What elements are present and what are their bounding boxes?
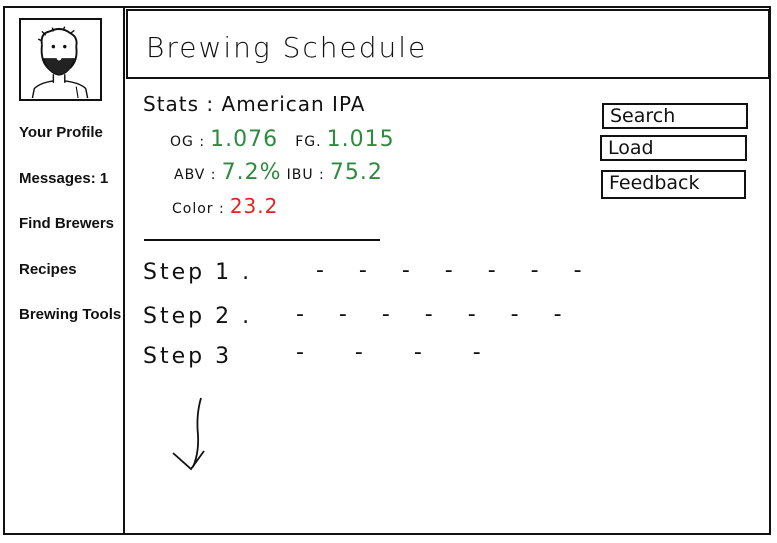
avatar[interactable] xyxy=(19,18,102,101)
stats-label: Stats : xyxy=(143,92,215,116)
nav-messages[interactable]: Messages: 1 xyxy=(19,170,109,187)
abv-ibu-row: ABV : 7.2% IBU : 75.2 xyxy=(174,160,383,185)
color-row: Color : 23.2 xyxy=(172,194,278,218)
abv-label: ABV : xyxy=(174,167,217,183)
step-2-placeholder: - - - - - - - xyxy=(296,302,576,327)
og-label: OG : xyxy=(170,134,206,150)
beer-style: American IPA xyxy=(221,92,366,116)
section-divider xyxy=(144,239,380,241)
color-label: Color : xyxy=(172,201,225,217)
color-value: 23.2 xyxy=(229,194,279,218)
nav-your-profile[interactable]: Your Profile xyxy=(19,124,103,141)
og-value: 1.076 xyxy=(210,127,279,152)
step-3-label: Step 3 xyxy=(143,344,233,369)
bearded-face-icon xyxy=(31,26,89,99)
search-button[interactable]: Search xyxy=(602,103,748,129)
nav-brewing-tools[interactable]: Brewing Tools xyxy=(19,306,122,323)
step-3-placeholder: - - - - xyxy=(296,340,503,365)
page-header: Brewing Schedule xyxy=(126,9,770,79)
nav-recipes[interactable]: Recipes xyxy=(19,261,77,278)
page-title: Brewing Schedule xyxy=(146,31,428,64)
feedback-button[interactable]: Feedback xyxy=(601,170,746,199)
down-arrow-icon xyxy=(172,397,205,471)
abv-value: 7.2% xyxy=(221,160,282,185)
nav-find-brewers[interactable]: Find Brewers xyxy=(19,215,115,232)
fg-label: FG. xyxy=(295,134,322,150)
fg-value: 1.015 xyxy=(326,127,395,152)
step-1-placeholder: - - - - - - - xyxy=(316,258,596,283)
sidebar xyxy=(3,6,125,535)
gravity-row: OG : 1.076 FG. 1.015 xyxy=(170,127,395,152)
stats-line: Stats : American IPA xyxy=(143,92,365,116)
step-2-label: Step 2 . xyxy=(143,304,253,329)
step-1-label: Step 1 . xyxy=(143,260,253,285)
ibu-label: IBU : xyxy=(286,167,325,183)
ibu-value: 75.2 xyxy=(329,160,383,185)
app-frame xyxy=(3,6,771,535)
load-button[interactable]: Load xyxy=(600,135,747,161)
